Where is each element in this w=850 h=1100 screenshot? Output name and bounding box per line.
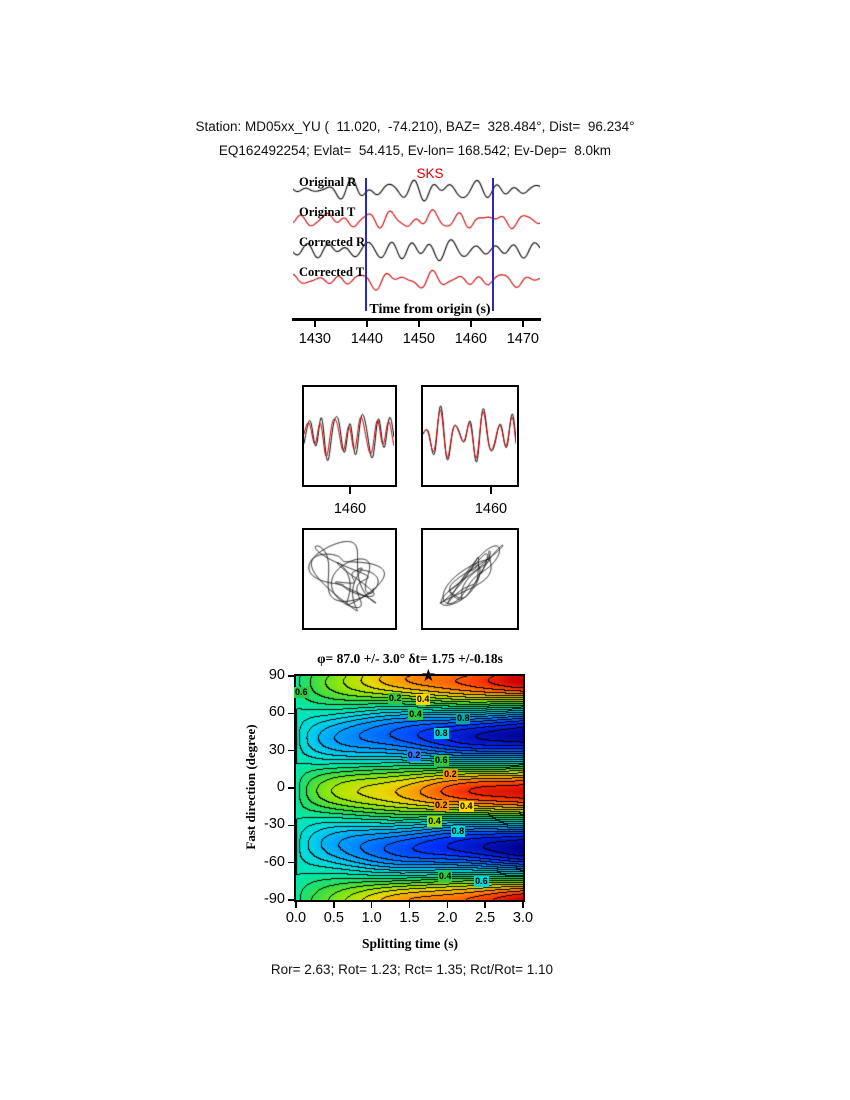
contour-level-label: 0.6 bbox=[434, 755, 449, 767]
window-start-line bbox=[365, 178, 367, 311]
station-info-line: Station: MD05xx_YU ( 11.020, -74.210), B… bbox=[195, 119, 635, 134]
fast-direction-tick-mark bbox=[288, 824, 294, 827]
contour-level-label: 0.4 bbox=[427, 816, 442, 828]
window-waveform-right-canvas bbox=[423, 387, 516, 484]
time-axis-tick-label: 1460 bbox=[454, 331, 487, 347]
trace-label-original-r: Original R bbox=[299, 175, 357, 189]
contour-level-label: 0.6 bbox=[474, 875, 489, 887]
splitting-time-tick-label: 1.5 bbox=[399, 910, 420, 926]
contour-level-label: 0.4 bbox=[415, 694, 431, 706]
splitting-time-axis-label: Splitting time (s) bbox=[362, 936, 458, 951]
splitting-time-tick-mark bbox=[333, 902, 335, 908]
splitting-time-tick-label: 0.5 bbox=[323, 910, 344, 926]
fast-direction-tick-mark bbox=[288, 675, 294, 677]
contour-level-label: 0.2 bbox=[443, 768, 458, 780]
trace-label-corrected-t: Corrected T bbox=[299, 265, 365, 279]
phase-label-sks: SKS bbox=[416, 166, 444, 181]
splitting-time-tick-mark bbox=[370, 902, 373, 908]
splitting-time-tick-mark bbox=[522, 902, 524, 908]
fast-direction-tick-label: 0 bbox=[276, 779, 285, 795]
trace-label-corrected-r: Corrected R bbox=[299, 235, 366, 249]
splitting-time-tick-mark bbox=[484, 902, 486, 908]
seismogram-traces-canvas bbox=[293, 170, 540, 310]
window-right-tick-label: 1460 bbox=[474, 501, 508, 517]
particle-motion-box-left bbox=[302, 528, 397, 630]
splitting-time-tick-label: 1.0 bbox=[361, 910, 382, 926]
contour-level-label: 0.2 bbox=[434, 799, 449, 811]
contour-level-label: 0.4 bbox=[408, 709, 423, 721]
window-box-tick-mark bbox=[490, 487, 492, 494]
window-waveform-left-canvas bbox=[304, 387, 394, 484]
splitting-time-tick-mark bbox=[408, 902, 411, 908]
contour-level-label: 0.4 bbox=[459, 801, 474, 813]
fast-direction-tick-label: -90 bbox=[264, 891, 285, 907]
contour-level-label: 0.2 bbox=[406, 750, 422, 762]
particle-motion-right-canvas bbox=[423, 530, 516, 627]
time-axis-tick-label: 1450 bbox=[402, 331, 435, 347]
fast-direction-tick-label: -60 bbox=[264, 853, 285, 870]
window-left-tick-label: 1460 bbox=[333, 501, 367, 517]
splitting-time-tick-label: 2.5 bbox=[475, 910, 496, 926]
window-end-line bbox=[492, 178, 494, 311]
fast-direction-tick-label: 60 bbox=[268, 704, 285, 721]
splitting-time-tick-label: 0.0 bbox=[285, 910, 307, 926]
contour-level-label: 0.8 bbox=[455, 712, 471, 724]
contour-level-label: 0.4 bbox=[437, 870, 453, 882]
time-axis-tick-mark bbox=[418, 321, 420, 327]
particle-motion-box-right bbox=[421, 528, 519, 630]
time-axis-tick-label: 1430 bbox=[298, 331, 331, 347]
fast-direction-tick-label: 90 bbox=[268, 667, 285, 683]
contour-level-label: 0.2 bbox=[387, 692, 403, 704]
splitting-time-tick-label: 2.0 bbox=[437, 910, 458, 926]
fast-direction-tick-label: -30 bbox=[264, 816, 285, 833]
time-axis-tick-mark bbox=[522, 321, 524, 327]
event-info-line: EQ162492254; Evlat= 54.415, Ev-lon= 168.… bbox=[218, 143, 612, 158]
contour-level-label: 0.8 bbox=[434, 727, 449, 739]
splitting-time-tick-label: 3.0 bbox=[512, 910, 534, 926]
contour-level-label: 0.8 bbox=[450, 826, 466, 838]
time-axis-tick-label: 1440 bbox=[350, 331, 383, 347]
splitting-time-tick-mark bbox=[446, 902, 449, 908]
best-solution-star: ★ bbox=[420, 666, 437, 685]
fast-direction-tick-mark bbox=[288, 899, 294, 901]
result-ratios-line: Ror= 2.63; Rot= 1.23; Rct= 1.35; Rct/Rot… bbox=[270, 962, 554, 977]
window-waveform-box-right bbox=[421, 385, 519, 487]
time-axis-line bbox=[292, 318, 541, 321]
fast-direction-tick-mark bbox=[288, 787, 294, 789]
splitting-time-tick-mark bbox=[295, 902, 297, 908]
time-axis-title: Time from origin (s) bbox=[369, 302, 491, 317]
trace-label-original-t: Original T bbox=[299, 205, 356, 219]
time-axis-tick-mark bbox=[366, 321, 368, 327]
fast-direction-tick-mark bbox=[288, 861, 294, 864]
time-axis-tick-label: 1470 bbox=[506, 331, 539, 347]
splitting-result-title: φ= 87.0 +/- 3.0° δt= 1.75 +/-0.18s bbox=[317, 651, 503, 666]
time-axis-tick-mark bbox=[470, 321, 472, 327]
contour-level-label: 0.6 bbox=[294, 686, 309, 698]
particle-motion-left-canvas bbox=[304, 530, 394, 627]
window-box-tick-mark bbox=[349, 487, 351, 494]
window-waveform-box-left bbox=[302, 385, 397, 487]
fast-direction-tick-mark bbox=[288, 712, 294, 715]
fast-direction-tick-mark bbox=[288, 749, 294, 752]
fast-direction-tick-label: 30 bbox=[268, 741, 285, 758]
time-axis-tick-mark bbox=[314, 321, 316, 327]
